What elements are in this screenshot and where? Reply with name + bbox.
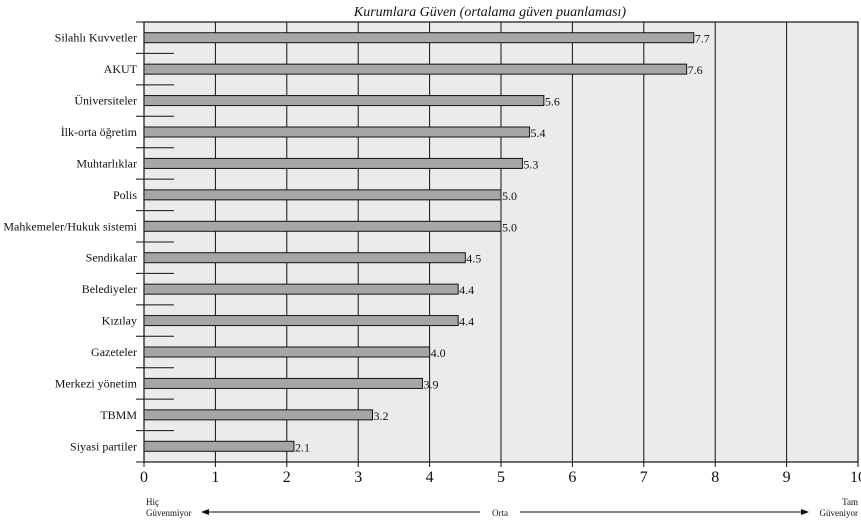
bar — [143, 32, 695, 44]
data-label: 2.1 — [295, 440, 310, 454]
bar — [143, 95, 545, 107]
x-tick-label: 4 — [426, 469, 434, 486]
data-label: 4.5 — [466, 252, 481, 266]
category-label: AKUT — [104, 62, 138, 76]
data-label: 3.2 — [373, 409, 388, 423]
data-label: 5.6 — [545, 95, 560, 109]
x-tick-label: 1 — [211, 469, 219, 486]
data-label: 5.3 — [523, 157, 538, 171]
scale-note-middle: Orta — [492, 508, 508, 518]
category-label: TBMM — [100, 408, 137, 422]
data-label: 5.0 — [502, 220, 517, 234]
data-label: 7.7 — [695, 32, 710, 46]
bar — [143, 157, 523, 169]
data-label: 4.4 — [459, 315, 474, 329]
x-tick-label: 9 — [783, 469, 791, 486]
data-label: 5.4 — [531, 126, 546, 140]
data-label: 4.0 — [431, 346, 446, 360]
scale-note-left-top: Hiç — [146, 497, 159, 507]
bar — [143, 346, 431, 358]
x-tick-label: 5 — [497, 469, 505, 486]
category-label: Muhtarlıklar — [76, 156, 137, 170]
bar — [143, 220, 502, 232]
bar — [143, 315, 459, 327]
category-label: Silahlı Kuvvetler — [55, 31, 137, 45]
data-label: 7.6 — [688, 63, 703, 77]
bar — [143, 409, 373, 421]
x-tick-label: 10 — [850, 469, 861, 486]
data-label: 5.0 — [502, 189, 517, 203]
category-label: Üniversiteler — [74, 94, 137, 108]
category-label: Siyasi partiler — [70, 439, 137, 453]
bar — [143, 283, 459, 295]
category-label: Polis — [113, 188, 137, 202]
scale-note-left-bottom: Güvenmiyor — [146, 508, 192, 518]
data-label: 3.9 — [423, 377, 438, 391]
bar — [143, 63, 688, 75]
scale-note-right-bottom: Güveniyor — [820, 508, 859, 518]
x-tick-label: 3 — [354, 469, 362, 486]
bar — [143, 440, 295, 452]
bar — [143, 126, 531, 138]
category-label: İlk-orta öğretim — [61, 125, 138, 139]
category-label: Mahkemeler/Hukuk sistemi — [3, 219, 137, 233]
category-label: Sendikalar — [86, 251, 137, 265]
category-label: Gazeteler — [91, 345, 137, 359]
category-label: Belediyeler — [82, 282, 137, 296]
x-tick-label: 6 — [568, 469, 576, 486]
x-tick-label: 8 — [711, 469, 719, 486]
scale-note-right-top: Tam — [842, 497, 858, 507]
category-label: Merkezi yönetim — [55, 376, 138, 390]
category-label: Kızılay — [102, 314, 137, 328]
bar — [143, 252, 466, 264]
bar — [143, 189, 502, 201]
x-tick-label: 2 — [283, 469, 291, 486]
x-tick-label: 7 — [640, 469, 648, 486]
bar — [143, 377, 423, 389]
scale-notes: Hiç Güvenmiyor Orta Tam Güveniyor — [146, 497, 858, 518]
data-label: 4.4 — [459, 283, 474, 297]
x-tick-label: 0 — [140, 469, 148, 486]
chart-title: Kurumlara Güven (ortalama güven puanlama… — [353, 5, 627, 20]
